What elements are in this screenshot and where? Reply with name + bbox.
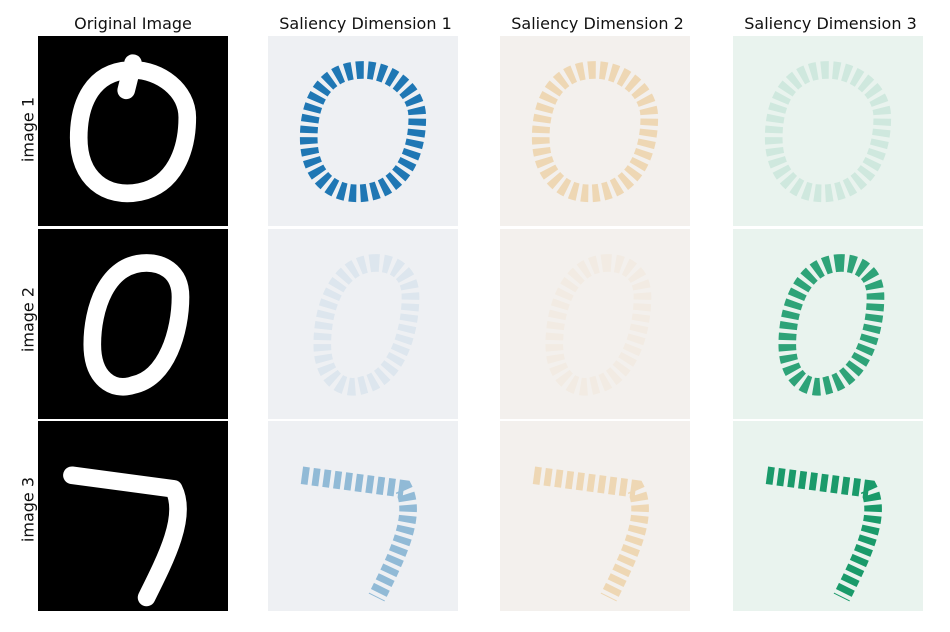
row-label-image-3: image 3 <box>19 470 38 550</box>
original-image-3 <box>38 421 228 611</box>
saliency-map-image-2-dim3 <box>733 229 923 419</box>
original-image-2 <box>38 229 228 419</box>
saliency-map-image-1-dim3 <box>733 36 923 226</box>
original-image-1 <box>38 36 228 226</box>
column-title-dim3: Saliency Dimension 3 <box>733 14 928 33</box>
saliency-map-image-2-dim2 <box>500 229 690 419</box>
saliency-map-image-2-dim1 <box>268 229 458 419</box>
saliency-map-image-1-dim1 <box>268 36 458 226</box>
column-title-dim2: Saliency Dimension 2 <box>500 14 695 33</box>
row-label-image-2: image 2 <box>19 280 38 360</box>
saliency-map-image-3-dim3 <box>733 421 923 611</box>
saliency-map-image-3-dim2 <box>500 421 690 611</box>
saliency-map-image-3-dim1 <box>268 421 458 611</box>
column-title-dim1: Saliency Dimension 1 <box>268 14 463 33</box>
saliency-map-image-1-dim2 <box>500 36 690 226</box>
row-label-image-1: image 1 <box>19 90 38 170</box>
column-title-original: Original Image <box>38 14 228 33</box>
